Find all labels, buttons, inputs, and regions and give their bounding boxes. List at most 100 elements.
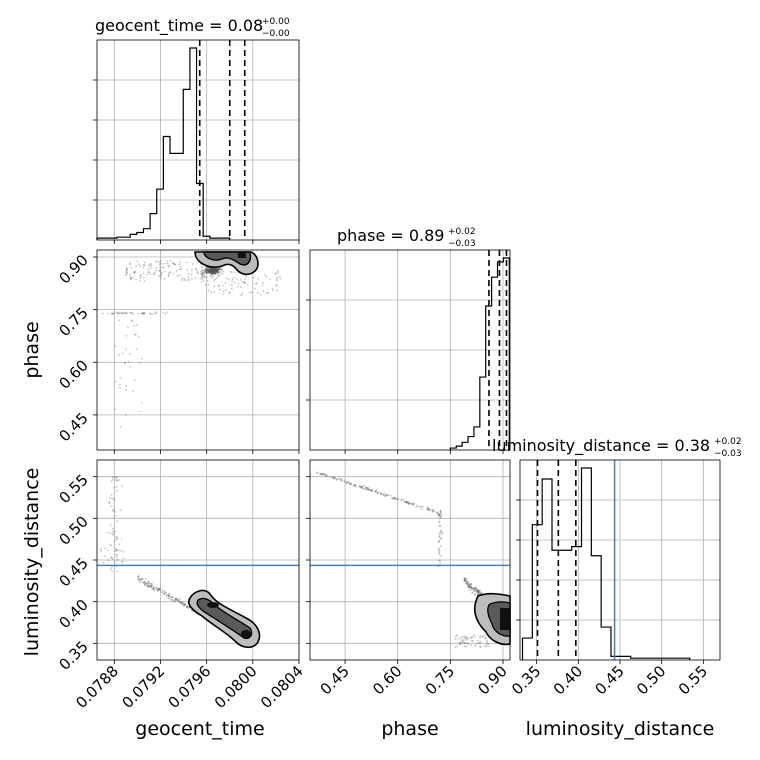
sample-point [209,270,212,273]
sample-point [215,270,218,273]
sample-point [158,263,161,266]
sample-point [261,282,264,284]
sample-point [216,269,219,271]
sample-point [215,267,218,270]
sample-point [385,494,388,497]
sample-point [186,605,189,608]
sample-point [466,583,469,586]
x-axis-label-luminosity-distance: luminosity_distance [526,718,715,740]
sample-point [476,589,479,592]
sample-point [485,645,487,648]
sample-point [211,269,213,272]
sample-point [174,598,177,601]
sample-point [456,634,458,637]
sample-point [395,498,398,501]
sample-point [139,361,142,364]
sample-point [116,536,119,539]
sample-point [215,269,218,272]
sample-point [345,482,348,485]
sample-point [125,384,127,387]
sample-point [112,312,115,315]
x-ticks-luminosity-distance-hist: 0.35 0.40 0.45 0.50 0.55 [508,660,711,698]
sample-point [213,268,216,271]
sample-point [211,276,214,279]
sample-point [191,277,193,280]
sample-point [114,530,116,533]
sample-point [209,268,212,270]
sample-point [231,284,233,286]
sample-point [213,291,216,293]
sample-point [204,269,207,272]
sample-point [463,579,466,581]
sample-point [214,268,217,271]
sample-point [169,259,172,262]
sample-point [220,268,222,271]
sample-point [244,278,247,280]
sample-point [211,268,214,271]
sample-point [216,271,219,273]
sample-point [278,275,281,278]
histogram-bin [183,89,190,240]
sample-point [459,641,461,644]
sample-point [212,270,215,273]
sample-point [185,606,188,609]
sample-point [216,270,218,273]
sample-point [126,271,129,274]
sample-point [215,269,218,272]
histogram-bin [137,232,144,240]
sample-point [203,276,205,278]
sample-point [173,263,176,266]
sample-point [472,587,475,590]
sample-point [156,588,158,591]
sample-point [135,265,138,268]
sample-point [345,481,348,484]
sample-point [210,267,213,270]
sample-point [183,278,186,280]
sample-point [212,271,215,274]
sample-point [150,264,153,267]
sample-point [187,607,190,609]
sample-point [206,271,209,274]
sample-point [212,269,215,271]
sample-point [415,505,418,508]
sample-point [383,494,386,497]
panel-phase-vs-luminosity-distance: 0.45 0.60 0.75 0.90 [306,459,511,698]
sample-point [472,587,475,590]
sample-point [346,480,349,483]
sample-point [166,311,168,314]
sample-point [348,482,351,485]
sample-point [214,272,217,275]
sample-point [439,537,442,539]
sample-point [131,312,134,314]
x-tick-label: 0.0792 [118,662,168,712]
sample-point [210,269,212,272]
histogram-bin [150,214,157,240]
sample-point [218,268,221,271]
sample-point [421,505,424,508]
sample-point [113,540,116,542]
sample-point [474,587,476,590]
sample-point [210,272,213,275]
sample-point [212,271,215,273]
sample-point [473,593,476,596]
sample-point [359,486,362,489]
sample-point [143,312,146,315]
sample-point [276,279,278,282]
sample-point [465,581,468,584]
sample-point [177,600,180,602]
sample-point [477,589,479,592]
sample-point [212,272,215,274]
y-ticks-geocent-time-hist [93,79,97,201]
sample-point [334,477,336,480]
sample-point [121,485,123,487]
sample-point [480,592,483,595]
sample-point [210,268,213,271]
sample-point [359,485,361,488]
y-tick-label: 0.60 [55,356,91,392]
sample-point [257,291,259,294]
sample-point [145,583,148,585]
sample-point [463,577,466,580]
sample-point [426,508,429,511]
sample-point [125,414,127,416]
sample-point [210,268,213,271]
